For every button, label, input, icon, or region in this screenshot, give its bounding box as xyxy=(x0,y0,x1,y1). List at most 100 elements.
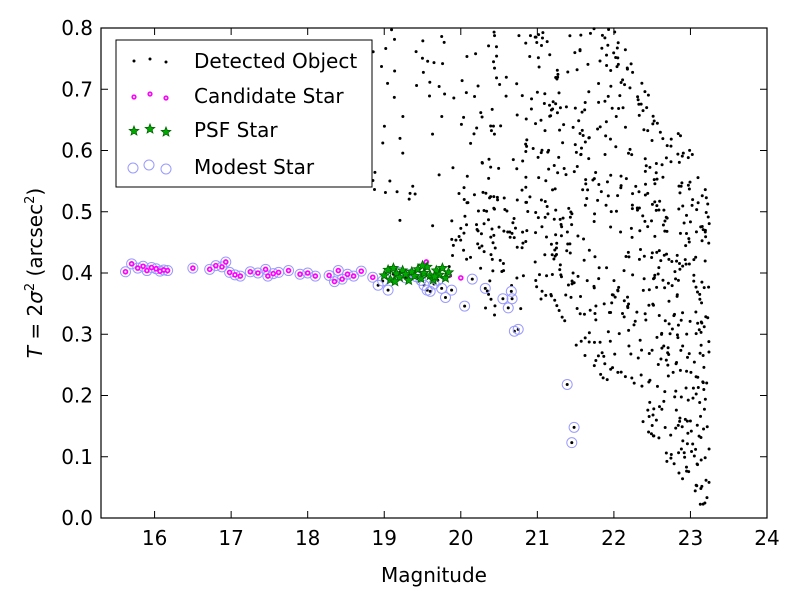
detected-object-point xyxy=(678,368,682,372)
detected-object-point xyxy=(634,184,638,188)
modest-star-point xyxy=(439,292,451,303)
detected-object-point xyxy=(673,270,677,274)
detected-object-point xyxy=(598,59,602,63)
detected-object-point xyxy=(650,251,654,255)
detected-object-point xyxy=(515,167,519,171)
detected-object-point xyxy=(373,170,377,174)
detected-object-point xyxy=(474,52,478,56)
detected-object-point xyxy=(381,141,385,145)
detected-object-point xyxy=(652,119,656,123)
detected-object-point xyxy=(554,208,558,212)
detected-object-point xyxy=(598,340,602,344)
legend-psf-star xyxy=(160,125,172,137)
detected-object-point xyxy=(658,199,662,203)
detected-object-point xyxy=(587,340,591,344)
detected-object-point xyxy=(630,203,634,207)
detected-object-point xyxy=(622,299,626,303)
detected-object-point xyxy=(703,456,707,460)
detected-object-point xyxy=(495,76,499,80)
x-tick-label: 16 xyxy=(142,526,167,550)
psf-star-point xyxy=(389,275,401,287)
detected-object-point xyxy=(570,223,574,227)
detected-object-point xyxy=(669,144,673,148)
detected-object-point xyxy=(573,51,577,55)
detected-object-point xyxy=(706,202,710,206)
candidate-star-center xyxy=(224,260,227,264)
detected-object-point xyxy=(690,203,694,207)
detected-object-point xyxy=(492,195,496,199)
detected-object-point xyxy=(656,272,660,276)
detected-object-point xyxy=(498,258,502,262)
detected-object-point xyxy=(703,259,707,263)
psf-star-point xyxy=(436,262,449,274)
detected-object-point xyxy=(606,94,610,98)
detected-object-point xyxy=(665,459,669,463)
detected-object-point xyxy=(702,365,706,369)
detected-object-point xyxy=(539,198,543,202)
detected-object-point xyxy=(696,176,700,180)
detected-object-point xyxy=(544,293,548,297)
detected-object-point xyxy=(556,171,560,175)
detected-object-point xyxy=(414,50,418,54)
legend-label-psf: PSF Star xyxy=(194,118,278,142)
detected-object-point xyxy=(653,200,657,204)
detected-object-point xyxy=(700,239,704,243)
detected-object-point xyxy=(646,129,650,133)
detected-object-point xyxy=(669,456,673,460)
detected-object-point xyxy=(493,246,497,250)
detected-object-point xyxy=(575,68,579,72)
detected-object-point xyxy=(534,122,538,126)
detected-object-point xyxy=(621,106,625,110)
detected-object-point xyxy=(380,64,384,68)
detected-object-point xyxy=(601,376,605,380)
detected-object-point xyxy=(605,378,609,382)
detected-object-point xyxy=(701,502,705,506)
detected-object-point xyxy=(440,35,444,39)
detected-object-point xyxy=(489,195,493,199)
detected-object-point xyxy=(635,206,639,210)
detected-object-point xyxy=(674,362,678,366)
legend-marker-psf xyxy=(128,122,172,137)
detected-object-point xyxy=(655,121,659,125)
detected-object-point xyxy=(540,289,544,293)
detected-object-point xyxy=(638,229,642,233)
detected-object-point xyxy=(684,262,688,266)
detected-object-point xyxy=(636,98,640,102)
detected-object-point xyxy=(705,496,709,500)
detected-object-point xyxy=(661,175,665,179)
detected-object-point xyxy=(451,243,455,247)
detected-object-point xyxy=(669,433,673,437)
legend-box xyxy=(115,39,373,188)
detected-object-point xyxy=(533,35,537,39)
detected-object-point xyxy=(657,208,661,212)
detected-object-point xyxy=(582,237,586,241)
detected-object-point xyxy=(487,44,491,48)
detected-object-point xyxy=(643,157,647,161)
detected-object-point xyxy=(554,246,558,250)
detected-object-point xyxy=(700,194,704,198)
detected-object-point xyxy=(690,152,694,156)
detected-object-point xyxy=(597,100,601,104)
detected-object-point xyxy=(515,198,519,202)
detected-object-point xyxy=(651,122,655,126)
detected-object-point xyxy=(555,111,559,115)
detected-object-point xyxy=(669,452,673,456)
detected-object-point xyxy=(591,178,595,182)
detected-object-point xyxy=(528,195,532,199)
detected-object-point xyxy=(680,425,684,429)
detected-object-point xyxy=(695,462,699,466)
detected-object-point xyxy=(667,257,671,261)
detected-object-point xyxy=(573,143,577,147)
detected-object-point xyxy=(495,54,499,58)
x-tick-label: 23 xyxy=(678,526,703,550)
detected-object-point xyxy=(462,197,466,201)
detected-object-point xyxy=(578,131,582,135)
candidate-star-center xyxy=(220,265,224,268)
detected-object-point xyxy=(698,297,702,301)
detected-object-point xyxy=(674,389,678,393)
detected-object-point xyxy=(555,241,559,245)
detected-object-point xyxy=(462,115,466,119)
detected-object-point xyxy=(647,415,651,419)
detected-object-point xyxy=(437,85,441,89)
detected-object-point xyxy=(638,248,642,252)
